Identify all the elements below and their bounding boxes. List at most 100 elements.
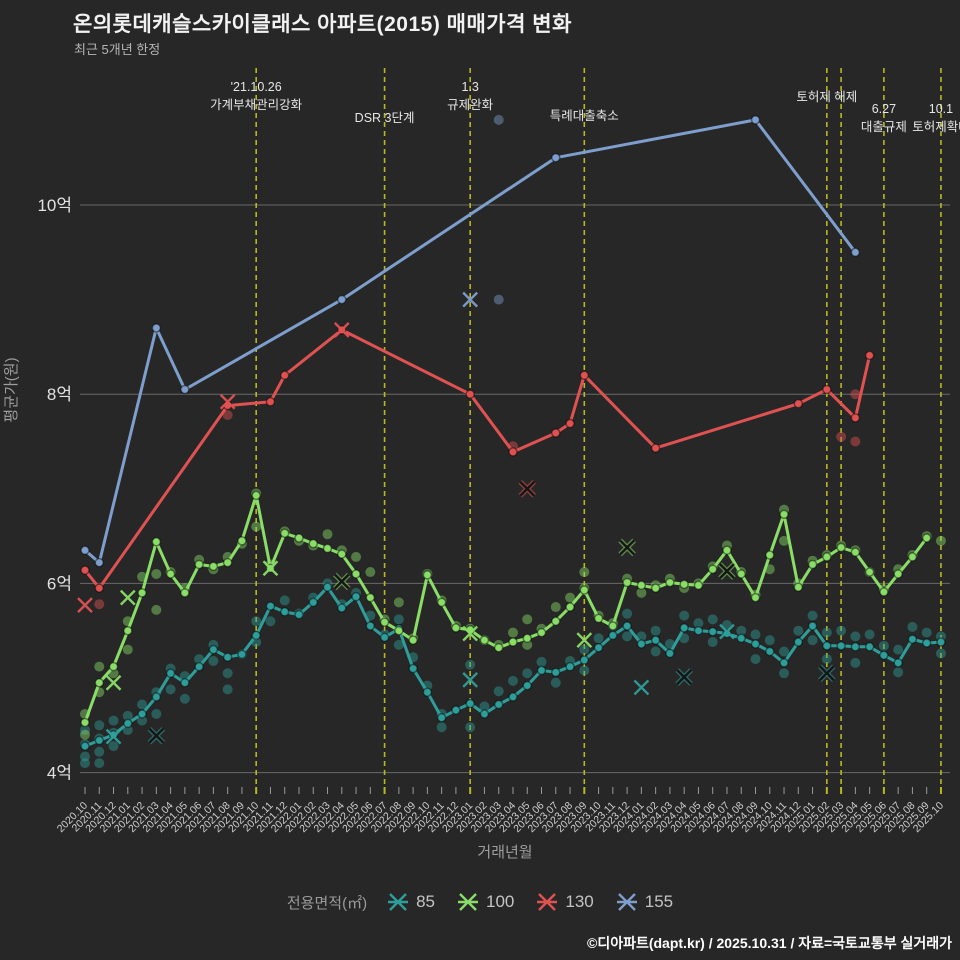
- vertex-dot-100: [536, 627, 547, 638]
- vertex-dot-155: [337, 294, 347, 305]
- vertex-dot-155: [94, 557, 105, 568]
- vertex-dot-85: [850, 642, 861, 652]
- scatter-dot-85: [750, 654, 761, 665]
- x-marker-85: [633, 679, 650, 696]
- scatter-dot-85: [94, 746, 105, 757]
- legend-item-130[interactable]: 130: [536, 891, 594, 913]
- scatter-dot-85: [850, 657, 861, 668]
- vertex-dot-100: [422, 570, 433, 580]
- vertex-dot-100: [793, 582, 804, 592]
- vertex-dot-100: [522, 633, 532, 644]
- scatter-dot-85: [479, 701, 490, 712]
- vertex-dot-100: [650, 583, 661, 593]
- vertex-dot-85: [294, 609, 304, 620]
- event-label: 토허제 해제: [796, 90, 857, 104]
- scatter-dot-85: [108, 741, 119, 752]
- x-marker-85: [105, 728, 122, 745]
- vertex-dot-130: [279, 370, 290, 381]
- vertex-dot-85: [893, 658, 903, 668]
- legend-items: 85 100 130 155: [387, 891, 673, 913]
- vertex-dot-100: [622, 577, 632, 588]
- vertex-dot-85: [736, 633, 746, 644]
- scatter-dot-85: [579, 644, 590, 655]
- vertex-dot-85: [308, 597, 319, 608]
- event-label: '21.10.26: [231, 80, 282, 94]
- scatter-dot-85: [650, 625, 661, 636]
- scatter-dot-85: [265, 616, 276, 627]
- scatter-dot-130: [222, 410, 233, 421]
- vertex-dot-100: [736, 569, 746, 579]
- vertex-dot-85: [722, 628, 732, 639]
- vertex-dot-100: [508, 637, 518, 647]
- scatter-dot-85: [80, 758, 90, 769]
- scatter-dot-85: [907, 621, 918, 632]
- vertex-dot-85: [679, 623, 689, 633]
- scatter-dot-85: [821, 654, 832, 665]
- vertex-dot-85: [337, 603, 347, 613]
- event-label: 6.27: [872, 102, 896, 116]
- scatter-dot-155: [493, 114, 504, 125]
- scatter-dot-85: [108, 715, 119, 726]
- scatter-dot-85: [935, 631, 946, 642]
- scatter-dot-85: [80, 751, 90, 762]
- vertex-dot-100: [108, 661, 119, 672]
- x-marker-155: [462, 291, 479, 308]
- vertex-dot-85: [836, 641, 846, 651]
- scatter-dot-155: [493, 294, 504, 305]
- scatter-dot-85: [436, 722, 447, 733]
- scatter-dot-85: [208, 655, 219, 666]
- vertex-dot-100: [408, 635, 418, 645]
- vertex-dot-85: [322, 582, 333, 592]
- vertex-dot-85: [451, 705, 461, 715]
- scatter-dot-100: [322, 529, 333, 540]
- vertex-dot-100: [379, 617, 390, 627]
- legend-item-85[interactable]: 85: [387, 891, 435, 913]
- scatter-dot-85: [893, 667, 904, 678]
- scatter-dot-85: [151, 708, 162, 719]
- scatter-dot-100: [507, 627, 518, 638]
- vertex-dot-85: [365, 621, 376, 631]
- vertex-dot-130: [793, 398, 804, 409]
- vertex-dot-100: [608, 621, 618, 631]
- scatter-dot-85: [593, 633, 604, 644]
- vertex-dot-85: [493, 699, 504, 710]
- x-marker-85: [148, 727, 165, 744]
- vertex-dot-100: [279, 528, 290, 539]
- x-marker-130: [219, 393, 236, 410]
- vertex-dot-85: [508, 692, 518, 702]
- vertex-dot-85: [137, 709, 147, 719]
- x-marker-130: [77, 597, 93, 614]
- vertex-dot-100: [365, 592, 376, 603]
- vertex-dot-100: [493, 642, 504, 653]
- vertex-dot-85: [180, 677, 190, 688]
- scatter-dot-85: [165, 684, 176, 695]
- vertex-dot-85: [921, 638, 932, 648]
- vertex-dot-100: [921, 533, 932, 543]
- vertex-dot-100: [337, 549, 347, 559]
- scatter-dot-85: [650, 646, 661, 657]
- vertex-dot-100: [123, 625, 133, 636]
- legend-item-155[interactable]: 155: [616, 891, 673, 913]
- vertex-dot-130: [822, 384, 832, 395]
- legend-item-100[interactable]: 100: [457, 891, 514, 913]
- vertex-dot-100: [693, 580, 704, 591]
- line-series-130: [83, 328, 872, 590]
- vertex-dot-100: [907, 552, 918, 562]
- scatter-dot-85: [935, 648, 946, 659]
- vertex-dot-100: [165, 569, 176, 579]
- legend-item-label: 155: [644, 892, 674, 911]
- vertex-dot-100: [551, 616, 561, 626]
- y-tick-label: 8억: [47, 385, 72, 404]
- vertex-dot-130: [80, 565, 90, 575]
- x-marker-100: [262, 560, 279, 577]
- scatter-dot-85: [779, 668, 790, 679]
- scatter-dot-85: [921, 627, 932, 638]
- vertex-dot-100: [807, 559, 818, 570]
- vertex-dot-100: [836, 542, 846, 553]
- legend-marker-icon: [616, 893, 637, 911]
- vertex-dot-100: [180, 588, 190, 598]
- vertex-dot-130: [579, 370, 590, 381]
- x-marker-130: [333, 322, 350, 338]
- legend-marker-icon: [458, 893, 478, 911]
- scatter-dot-85: [764, 635, 775, 646]
